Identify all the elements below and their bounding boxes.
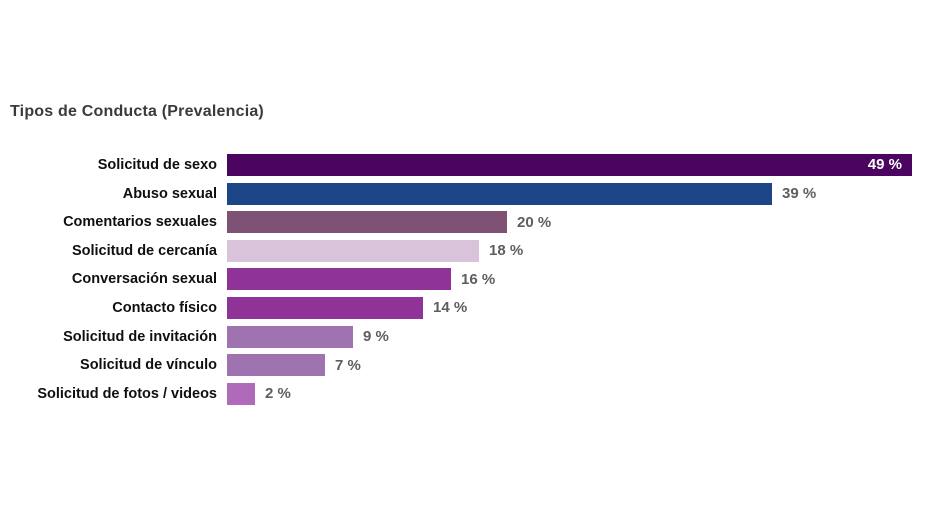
bar[interactable] bbox=[227, 268, 451, 291]
bar[interactable] bbox=[227, 182, 772, 205]
bar-row: Abuso sexual 39 % bbox=[0, 182, 929, 205]
category-label: Conversación sexual bbox=[71, 271, 217, 288]
bar[interactable] bbox=[227, 325, 353, 348]
value-label: 9 % bbox=[363, 328, 389, 346]
bar[interactable] bbox=[227, 382, 255, 405]
bar[interactable]: 49 % bbox=[227, 154, 912, 176]
bar-row: Solicitud de cercanía 18 % bbox=[0, 239, 929, 262]
bar[interactable] bbox=[227, 296, 423, 319]
value-label: 39 % bbox=[782, 185, 817, 203]
value-label: 20 % bbox=[517, 213, 552, 231]
bar[interactable] bbox=[227, 211, 507, 234]
value-label: 2 % bbox=[265, 385, 291, 403]
chart-title: Tipos de Conducta (Prevalencia) bbox=[10, 103, 264, 120]
value-label: 14 % bbox=[433, 299, 468, 317]
bar-row: Contacto físico 14 % bbox=[0, 296, 929, 319]
bar-row: Solicitud de invitación 9 % bbox=[0, 325, 929, 348]
category-label: Contacto físico bbox=[112, 299, 217, 316]
bar-row: Solicitud de vínculo 7 % bbox=[0, 354, 929, 377]
bar[interactable] bbox=[227, 354, 325, 377]
bar-chart-plot-area: Solicitud de sexo 49 % Abuso sexual 39 % Com… bbox=[0, 154, 929, 411]
value-label: 7 % bbox=[335, 356, 361, 374]
category-label: Solicitud de vínculo bbox=[80, 357, 217, 374]
category-label: Solicitud de sexo bbox=[97, 157, 217, 173]
bar-row: Comentarios sexuales 20 % bbox=[0, 211, 929, 234]
category-label: Solicitud de cercanía bbox=[71, 242, 217, 259]
bar-row: Solicitud de sexo 49 % bbox=[0, 154, 929, 176]
bar[interactable] bbox=[227, 239, 479, 262]
bar-row: Solicitud de fotos / videos 2 % bbox=[0, 382, 929, 405]
category-label: Solicitud de invitación bbox=[63, 328, 217, 345]
bar-row: Conversación sexual 16 % bbox=[0, 268, 929, 291]
value-label: 18 % bbox=[489, 242, 524, 260]
category-label: Comentarios sexuales bbox=[63, 214, 217, 231]
value-label: 49 % bbox=[867, 156, 902, 173]
value-label: 16 % bbox=[461, 270, 496, 288]
category-label: Abuso sexual bbox=[122, 185, 217, 202]
category-label: Solicitud de fotos / videos bbox=[37, 385, 217, 402]
